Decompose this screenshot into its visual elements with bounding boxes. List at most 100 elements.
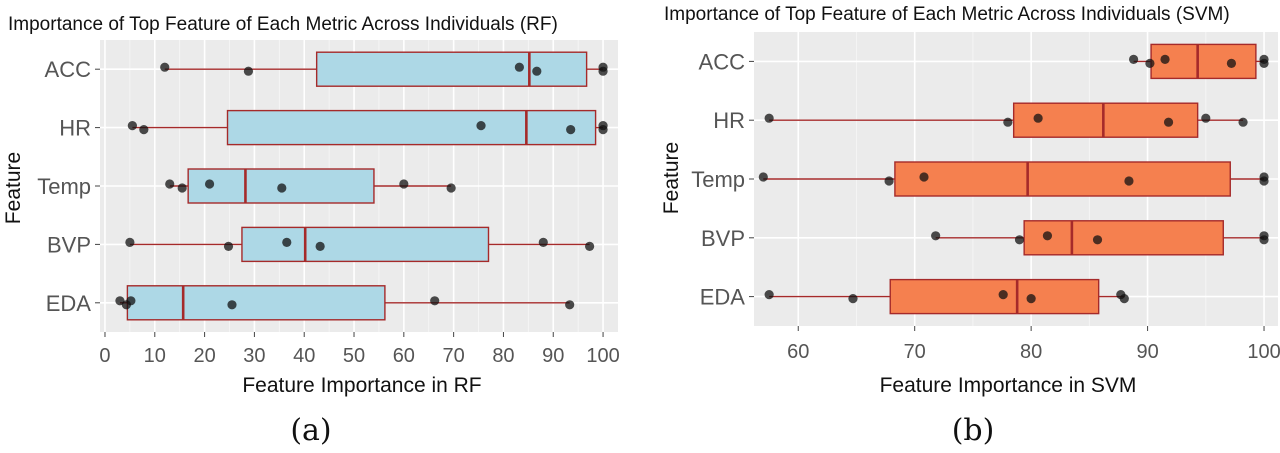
y-tick-label: EDA [46, 291, 92, 316]
box-bvp [125, 226, 595, 263]
box-acc [1129, 43, 1269, 80]
box-temp [758, 161, 1269, 197]
data-point [1026, 294, 1036, 304]
x-tick-label: 70 [443, 345, 465, 367]
data-point [1163, 117, 1174, 127]
data-point [282, 237, 292, 247]
data-point [565, 300, 575, 310]
chart-title: Importance of Top Feature of Each Metric… [664, 4, 1230, 25]
data-point [177, 183, 187, 193]
data-point [446, 183, 456, 193]
box-bvp [931, 220, 1269, 256]
data-point [315, 241, 325, 251]
x-tick-label: 80 [1020, 341, 1042, 363]
data-point [1042, 231, 1053, 241]
panel-svm: Importance of Top Feature of Each Metric… [650, 0, 1280, 448]
data-point [1259, 235, 1269, 245]
data-point [277, 183, 287, 193]
iqr-box [894, 161, 1231, 197]
x-tick-label: 100 [586, 345, 619, 367]
data-point [538, 237, 548, 247]
data-point [598, 66, 608, 76]
data-point [884, 176, 894, 186]
data-point [1201, 113, 1211, 123]
data-point [1033, 113, 1043, 123]
box-eda [115, 285, 575, 321]
data-point [125, 237, 135, 247]
data-point [1259, 58, 1269, 68]
y-axis-title: Feature [2, 152, 25, 224]
data-point [532, 66, 542, 76]
data-point [758, 172, 768, 182]
data-point [931, 231, 941, 241]
data-point [1003, 117, 1013, 127]
data-point [127, 121, 137, 131]
data-point [223, 241, 234, 251]
box-temp [165, 168, 456, 204]
x-axis-title: Feature Importance in RF [242, 374, 481, 397]
x-tick-label: 50 [343, 345, 365, 367]
panel-rf: Importance of Top Feature of Each Metric… [0, 0, 640, 448]
data-point [160, 62, 170, 72]
box-acc [160, 51, 608, 87]
rf-boxplot: Importance of Top Feature of Each Metric… [2, 14, 620, 448]
x-tick-label: 90 [1136, 341, 1158, 363]
x-tick-label: 0 [99, 345, 110, 367]
data-point [243, 66, 254, 76]
data-point [598, 125, 608, 135]
data-point [585, 241, 595, 251]
x-tick-label: 40 [293, 345, 315, 367]
box-eda [764, 278, 1129, 315]
x-tick-label: 70 [904, 341, 926, 363]
data-point [430, 296, 440, 306]
iqr-box [126, 285, 386, 321]
y-tick-label: Temp [691, 167, 745, 192]
data-point [1160, 54, 1170, 64]
x-tick-label: 100 [1247, 341, 1280, 363]
chart-title: Importance of Top Feature of Each Metric… [8, 14, 558, 35]
iqr-box [241, 226, 490, 263]
data-point [139, 125, 149, 135]
iqr-box [1023, 220, 1224, 256]
data-point [998, 290, 1008, 300]
data-point [476, 121, 486, 131]
data-point [1259, 176, 1269, 186]
data-point [227, 300, 237, 310]
box-hr [127, 109, 608, 146]
data-point [1014, 235, 1025, 245]
plot-area: 0 10 20 30 40 50 60 70 80 90 100 ACC HR Temp BVP EDA [37, 40, 620, 367]
x-tick-label: 60 [787, 341, 809, 363]
panel-caption: (b) [952, 413, 995, 448]
data-point [1145, 58, 1155, 68]
x-tick-label: 60 [393, 345, 415, 367]
y-tick-label: HR [59, 116, 91, 141]
data-point [848, 294, 858, 304]
data-point [566, 125, 576, 135]
plot-area: 60 70 80 90 100 ACC HR Temp BVP EDA [691, 32, 1280, 363]
iqr-box [226, 109, 597, 146]
data-point [126, 296, 136, 306]
y-tick-label: ACC [699, 49, 746, 74]
data-point [919, 172, 929, 182]
y-tick-label: ACC [45, 57, 92, 82]
data-point [764, 290, 774, 300]
data-point [204, 179, 215, 189]
y-tick-label: Temp [37, 174, 91, 199]
box-hr [764, 102, 1248, 138]
data-point [1092, 235, 1103, 245]
x-tick-label: 80 [492, 345, 514, 367]
data-point [1119, 294, 1129, 304]
data-point [165, 179, 175, 189]
data-point [1226, 58, 1237, 68]
y-tick-label: BVP [47, 232, 91, 257]
y-tick-label: BVP [701, 226, 745, 251]
data-point [514, 62, 524, 72]
iqr-box [315, 51, 588, 87]
x-tick-label: 90 [542, 345, 564, 367]
y-tick-label: HR [713, 108, 745, 133]
data-point [1238, 117, 1248, 127]
data-point [1124, 176, 1134, 186]
data-point [399, 179, 409, 189]
x-axis-title: Feature Importance in SVM [880, 374, 1137, 397]
panel-caption: (a) [290, 413, 331, 448]
